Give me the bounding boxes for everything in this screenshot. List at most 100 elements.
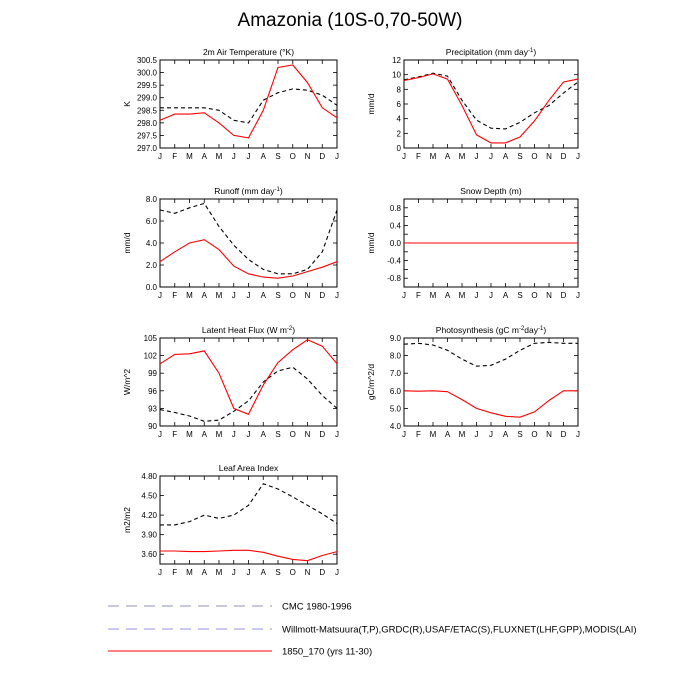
x-tick-label: A <box>202 430 208 439</box>
y-tick-label: 8.0 <box>146 195 158 204</box>
y-tick-label: 2 <box>397 129 402 138</box>
x-tick-label: S <box>275 152 280 161</box>
main-title: Amazonia (10S-0,70-50W) <box>237 10 463 31</box>
x-tick-label: A <box>503 291 509 300</box>
legend-label: CMC 1980-1996 <box>282 602 352 613</box>
x-tick-label: A <box>261 568 267 577</box>
x-tick-label: M <box>430 430 437 439</box>
series-line-model <box>159 64 338 139</box>
series-line-obs <box>159 366 338 422</box>
x-tick-label: S <box>275 430 280 439</box>
y-tick-label: 298.5 <box>137 106 158 115</box>
x-tick-label: N <box>305 152 311 161</box>
x-tick-label: J <box>475 291 479 300</box>
series-line-model <box>159 339 338 415</box>
x-tick-label: J <box>335 430 339 439</box>
y-tick-label: 8 <box>397 85 402 94</box>
y-tick-label: 8.0 <box>390 352 402 361</box>
y-tick-label: 6.0 <box>390 387 402 396</box>
y-tick-label: 0.0 <box>390 239 402 248</box>
x-tick-label: M <box>186 430 193 439</box>
plot-frame <box>159 59 338 149</box>
y-tick-label: 7.0 <box>390 369 402 378</box>
y-tick-label: 96 <box>148 387 157 396</box>
y-tick-label: 299.0 <box>137 94 158 103</box>
series-line-model <box>160 549 338 562</box>
x-tick-label: O <box>531 430 537 439</box>
x-tick-label: J <box>402 291 406 300</box>
y-tick-label: 297.0 <box>137 144 158 153</box>
y-tick-label: 0.0 <box>146 283 158 292</box>
y-tick-label: 6 <box>397 100 402 109</box>
x-tick-label: N <box>305 568 311 577</box>
x-tick-label: M <box>430 152 437 161</box>
x-tick-label: J <box>489 152 493 161</box>
chart-title-4: Latent Heat Flux (W m-2) <box>202 325 295 335</box>
x-tick-label: J <box>489 291 493 300</box>
x-tick-label: J <box>402 430 406 439</box>
chart-runoff: Runoff (mm day-1)0.02.04.06.08.0mm/dJ F M A… <box>122 186 339 300</box>
series-line-obs <box>159 202 338 275</box>
x-tick-label: N <box>546 291 552 300</box>
chart-title-3: Snow Depth (m) <box>460 186 522 196</box>
x-tick-label: A <box>503 152 509 161</box>
y-tick-label: 4.0 <box>390 422 402 431</box>
y-tick-label: -0.4 <box>387 257 401 266</box>
x-tick-label: A <box>202 291 208 300</box>
x-tick-label: J <box>475 152 479 161</box>
x-tick-label: M <box>216 430 223 439</box>
x-tick-label: J <box>232 568 236 577</box>
x-tick-label: J <box>247 291 251 300</box>
x-tick-label: N <box>305 291 311 300</box>
series-line-model <box>403 73 579 144</box>
x-tick-label: A <box>261 430 267 439</box>
x-tick-label: S <box>517 291 522 300</box>
x-tick-label: O <box>531 152 537 161</box>
x-tick-label: O <box>290 291 296 300</box>
y-tick-label: 3.60 <box>141 550 157 559</box>
x-tick-label: J <box>576 152 580 161</box>
x-tick-label: D <box>319 152 325 161</box>
x-tick-label: M <box>459 430 466 439</box>
x-tick-label: J <box>158 430 162 439</box>
x-tick-label: S <box>275 568 280 577</box>
x-tick-label: A <box>202 152 208 161</box>
legend-entry: CMC 1980-1996 <box>108 602 352 613</box>
x-tick-label: D <box>319 291 325 300</box>
chart-air-temp: 2m Air Temperature (°K) 297.0 297.5 298.0 29… <box>122 47 339 161</box>
x-tick-label: M <box>459 291 466 300</box>
y-tick-label: 5.0 <box>390 404 402 413</box>
series-line-obs <box>403 72 579 130</box>
y-axis-label: mm/d <box>122 232 132 254</box>
x-tick-label: D <box>561 430 567 439</box>
x-tick-label: J <box>475 430 479 439</box>
x-tick-label: S <box>517 152 522 161</box>
x-tick-label: J <box>158 291 162 300</box>
y-axis-label: mm/d <box>366 232 376 254</box>
x-tick-label: J <box>158 568 162 577</box>
x-tick-label: A <box>261 152 267 161</box>
series-line-obs <box>403 341 578 367</box>
plot-frame <box>403 59 579 149</box>
y-tick-label: 4 <box>397 115 402 124</box>
x-tick-label: D <box>319 568 325 577</box>
y-tick-label: 3.90 <box>141 531 157 540</box>
x-tick-label: M <box>186 291 193 300</box>
y-tick-label: 299.5 <box>137 81 158 90</box>
x-tick-label: F <box>416 152 421 161</box>
x-tick-label: J <box>402 152 406 161</box>
y-tick-label: -0.8 <box>387 274 401 283</box>
x-tick-label: F <box>416 291 421 300</box>
y-tick-label: 4.20 <box>141 511 157 520</box>
x-tick-label: J <box>247 152 251 161</box>
x-tick-label: J <box>335 568 339 577</box>
y-tick-label: 298.0 <box>137 119 158 128</box>
y-tick-label: 300.0 <box>137 69 158 78</box>
y-axis-label: gC/m^2/d <box>366 364 376 400</box>
chart-title-5: Photosynthesis (gC m-2day-1) <box>436 325 547 335</box>
x-tick-label: D <box>319 430 325 439</box>
y-tick-label: 99 <box>148 369 157 378</box>
x-tick-label: A <box>261 291 267 300</box>
y-tick-label: 4.0 <box>146 239 158 248</box>
